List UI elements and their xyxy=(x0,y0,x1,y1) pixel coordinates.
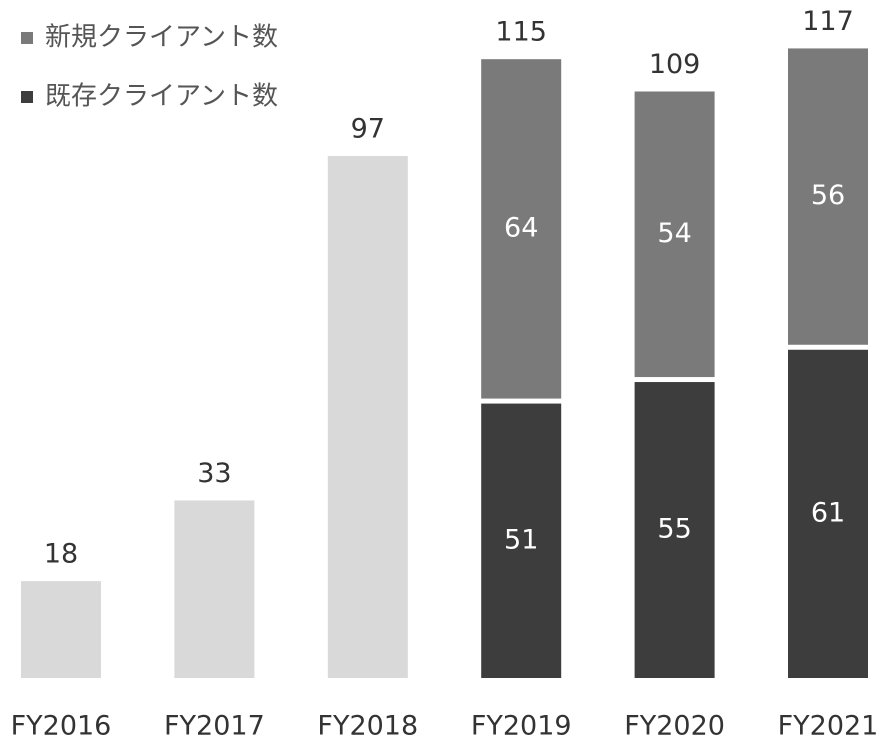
bar-segment xyxy=(788,349,868,678)
segment-label: 56 xyxy=(811,180,845,211)
bar-segment xyxy=(634,382,715,678)
x-tick-label: FY2017 xyxy=(164,711,265,742)
total-label: 18 xyxy=(44,539,78,570)
bar-segment xyxy=(634,91,715,378)
segment-label: 55 xyxy=(657,514,691,545)
segment-label: 64 xyxy=(504,212,538,243)
segment-label: 51 xyxy=(504,524,538,555)
segment-label: 61 xyxy=(811,497,845,528)
legend-label: 新規クライアント数 xyxy=(45,23,278,53)
bar-segment xyxy=(788,48,868,345)
bar-segment xyxy=(481,403,562,678)
legend-swatch xyxy=(21,91,33,103)
x-tick-label: FY2020 xyxy=(624,711,725,742)
bar-segment xyxy=(481,59,562,399)
total-label: 97 xyxy=(351,114,385,145)
x-tick-label: FY2019 xyxy=(471,711,572,742)
total-label: 33 xyxy=(197,458,231,489)
total-label: 115 xyxy=(495,17,547,48)
bar xyxy=(327,156,408,679)
total-label: 117 xyxy=(802,6,854,37)
legend-swatch xyxy=(21,32,33,44)
bar xyxy=(174,500,255,678)
total-label: 109 xyxy=(649,49,701,80)
segment-label: 54 xyxy=(657,218,691,249)
x-tick-label: FY2018 xyxy=(317,711,418,742)
legend-label: 既存クライアント数 xyxy=(45,82,278,112)
x-tick-label: FY2021 xyxy=(778,711,879,742)
x-tick-label: FY2016 xyxy=(11,711,112,742)
bar xyxy=(21,581,101,678)
